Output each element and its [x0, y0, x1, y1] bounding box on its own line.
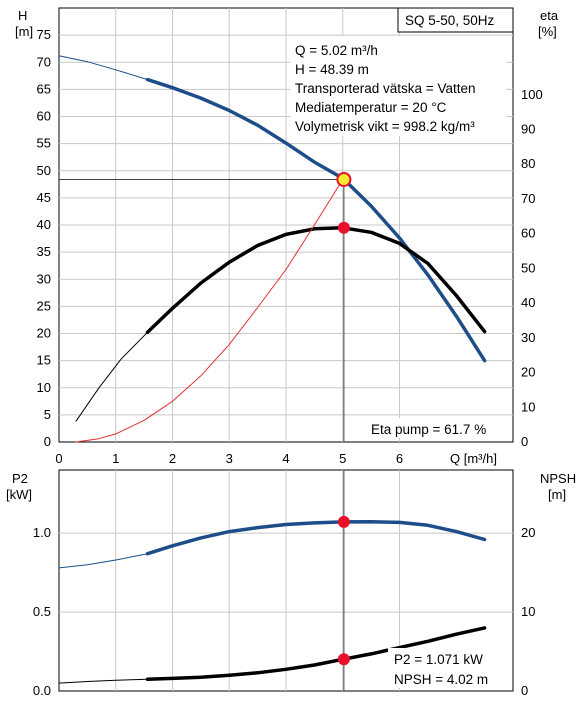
p2-value-label: P2 = 1.071 kW	[394, 652, 483, 667]
h-tick-label: 0	[44, 434, 51, 449]
eta-tick-label: 90	[521, 122, 535, 137]
point-layer	[336, 171, 352, 666]
npsh-tick-label: 10	[521, 604, 535, 619]
eta-tick-label: 0	[521, 434, 528, 449]
h-tick-label: 75	[37, 27, 51, 42]
p2-axis-unit: [kW]	[6, 487, 32, 502]
npsh-axis-title: NPSH	[540, 471, 576, 486]
h-tick-label: 40	[37, 217, 51, 232]
info-flow: Q = 5.02 m³/h	[295, 43, 378, 58]
head_thin-curve	[58, 55, 148, 81]
eta-pump-bg	[368, 418, 506, 438]
q-tick-label: 3	[226, 451, 233, 466]
info-bg	[290, 36, 506, 136]
h-tick-label: 30	[37, 271, 51, 286]
h-axis-title: H	[18, 8, 27, 23]
p2_thin-curve	[58, 553, 148, 569]
operating-point-marker	[336, 171, 352, 187]
q-tick-label: 2	[169, 451, 176, 466]
npsh-point-marker	[337, 653, 350, 666]
eta-tick-label: 10	[521, 399, 535, 414]
q-tick-label: 4	[282, 451, 289, 466]
curve-layer	[58, 55, 487, 691]
eta-point-marker	[337, 221, 350, 234]
eta-tick-label: 70	[521, 191, 535, 206]
eta-axis-unit: [%]	[538, 24, 557, 39]
bottom-info-bg	[388, 648, 506, 688]
q-tick-label: 0	[55, 451, 62, 466]
q-axis-title: Q [m³/h]	[450, 451, 497, 466]
title-box	[397, 7, 514, 33]
info-liquid: Transporterad vätska = Vatten	[295, 81, 475, 96]
npsh-value-label: NPSH = 4.02 m	[394, 672, 488, 687]
p2-tick-label: 1.0	[33, 525, 51, 540]
eta-tick-label: 60	[521, 226, 535, 241]
h-axis-unit: [m]	[15, 24, 33, 39]
info-temperature: Mediatemperatur = 20 °C	[295, 100, 447, 115]
eta-tick-label: 20	[521, 365, 535, 380]
eta-tick-label: 100	[521, 87, 543, 102]
h-tick-label: 70	[37, 54, 51, 69]
npsh-axis-unit: [m]	[548, 487, 566, 502]
h-tick-label: 50	[37, 163, 51, 178]
h-tick-label: 60	[37, 109, 51, 124]
eta-axis-title: eta	[540, 8, 559, 23]
tick-layer: 0510152025303540455055606570750102030405…	[33, 27, 543, 698]
pump-title: SQ 5-50, 50Hz	[405, 13, 495, 28]
eta-curve	[145, 226, 487, 335]
p2-tick-label: 0.0	[33, 683, 51, 698]
eta_thin-curve	[75, 331, 148, 422]
h-tick-label: 45	[37, 190, 51, 205]
npsh_thin-curve	[58, 678, 148, 684]
eta-tick-label: 50	[521, 260, 535, 275]
p2-curve	[145, 520, 487, 556]
p2-tick-label: 0.5	[33, 604, 51, 619]
eta-tick-label: 30	[521, 330, 535, 345]
eta-tick-label: 80	[521, 156, 535, 171]
info-density: Volymetrisk vikt = 998.2 kg/m³	[295, 119, 475, 134]
head-curve	[145, 77, 487, 363]
system-curve	[75, 178, 344, 443]
q-tick-label: 5	[339, 451, 346, 466]
h-tick-label: 55	[37, 136, 51, 151]
npsh-tick-label: 0	[521, 683, 528, 698]
q-tick-label: 6	[396, 451, 403, 466]
eta-tick-label: 40	[521, 295, 535, 310]
q-tick-label: 1	[112, 451, 119, 466]
p2-axis-title: P2	[12, 471, 28, 486]
h-tick-label: 10	[37, 380, 51, 395]
h-tick-label: 15	[37, 353, 51, 368]
p2-point-marker	[337, 515, 350, 528]
h-tick-label: 20	[37, 326, 51, 341]
h-tick-label: 65	[37, 81, 51, 96]
h-tick-label: 5	[44, 407, 51, 422]
h-tick-label: 25	[37, 298, 51, 313]
eta-pump-label: Eta pump = 61.7 %	[371, 422, 486, 437]
info-head: H = 48.39 m	[295, 62, 369, 77]
h-tick-label: 35	[37, 244, 51, 259]
npsh-curve	[145, 626, 487, 681]
npsh-tick-label: 20	[521, 525, 535, 540]
